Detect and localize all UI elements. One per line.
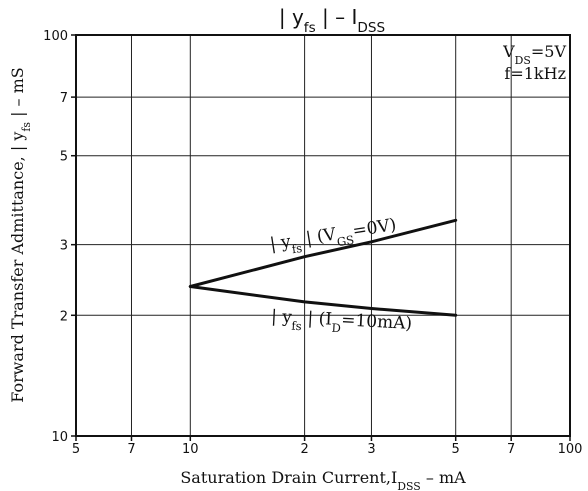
y-tick-label: 7 xyxy=(60,91,68,106)
chart-title: | yfs | – IDSS xyxy=(279,5,385,36)
series-line xyxy=(188,218,458,288)
grid xyxy=(76,35,570,436)
x-axis-label: Saturation Drain Current,IDSS – mA xyxy=(180,468,466,491)
y-tick-label: 2 xyxy=(60,309,68,324)
plot-frame xyxy=(75,34,571,437)
series-lines xyxy=(188,218,458,317)
x-tick-label: 100 xyxy=(558,442,583,457)
y-tick-label: 10 xyxy=(51,430,68,445)
series-labels: | yfs | (VGS=0V) | yfs | (ID=10mA) xyxy=(269,215,413,339)
x-tick-label: 5 xyxy=(72,442,80,457)
x-tick-label: 5 xyxy=(452,442,460,457)
x-tick-label: 7 xyxy=(507,442,515,457)
condition-label: f=1kHz xyxy=(504,64,566,83)
x-tick-label: 2 xyxy=(300,442,308,457)
y-tick-label: 100 xyxy=(43,29,68,44)
x-tick-label: 10 xyxy=(182,442,199,457)
series-label: | yfs | (VGS=0V) xyxy=(269,215,399,260)
series-line xyxy=(188,285,458,317)
y-tick-label: 3 xyxy=(60,239,68,254)
y-tick-label: 5 xyxy=(60,150,68,165)
series-label: | yfs | (ID=10mA) xyxy=(270,307,412,339)
x-tick-label: 7 xyxy=(127,442,135,457)
y-axis-label: Forward Transfer Admittance, | yfs | – m… xyxy=(8,67,33,403)
condition-label: VDS=5V xyxy=(502,42,566,67)
x-tick-label: 3 xyxy=(367,442,375,457)
axis-ticks: 5 7 10 2 3 5 7 100 10 2 3 5 7 100 xyxy=(43,29,582,457)
